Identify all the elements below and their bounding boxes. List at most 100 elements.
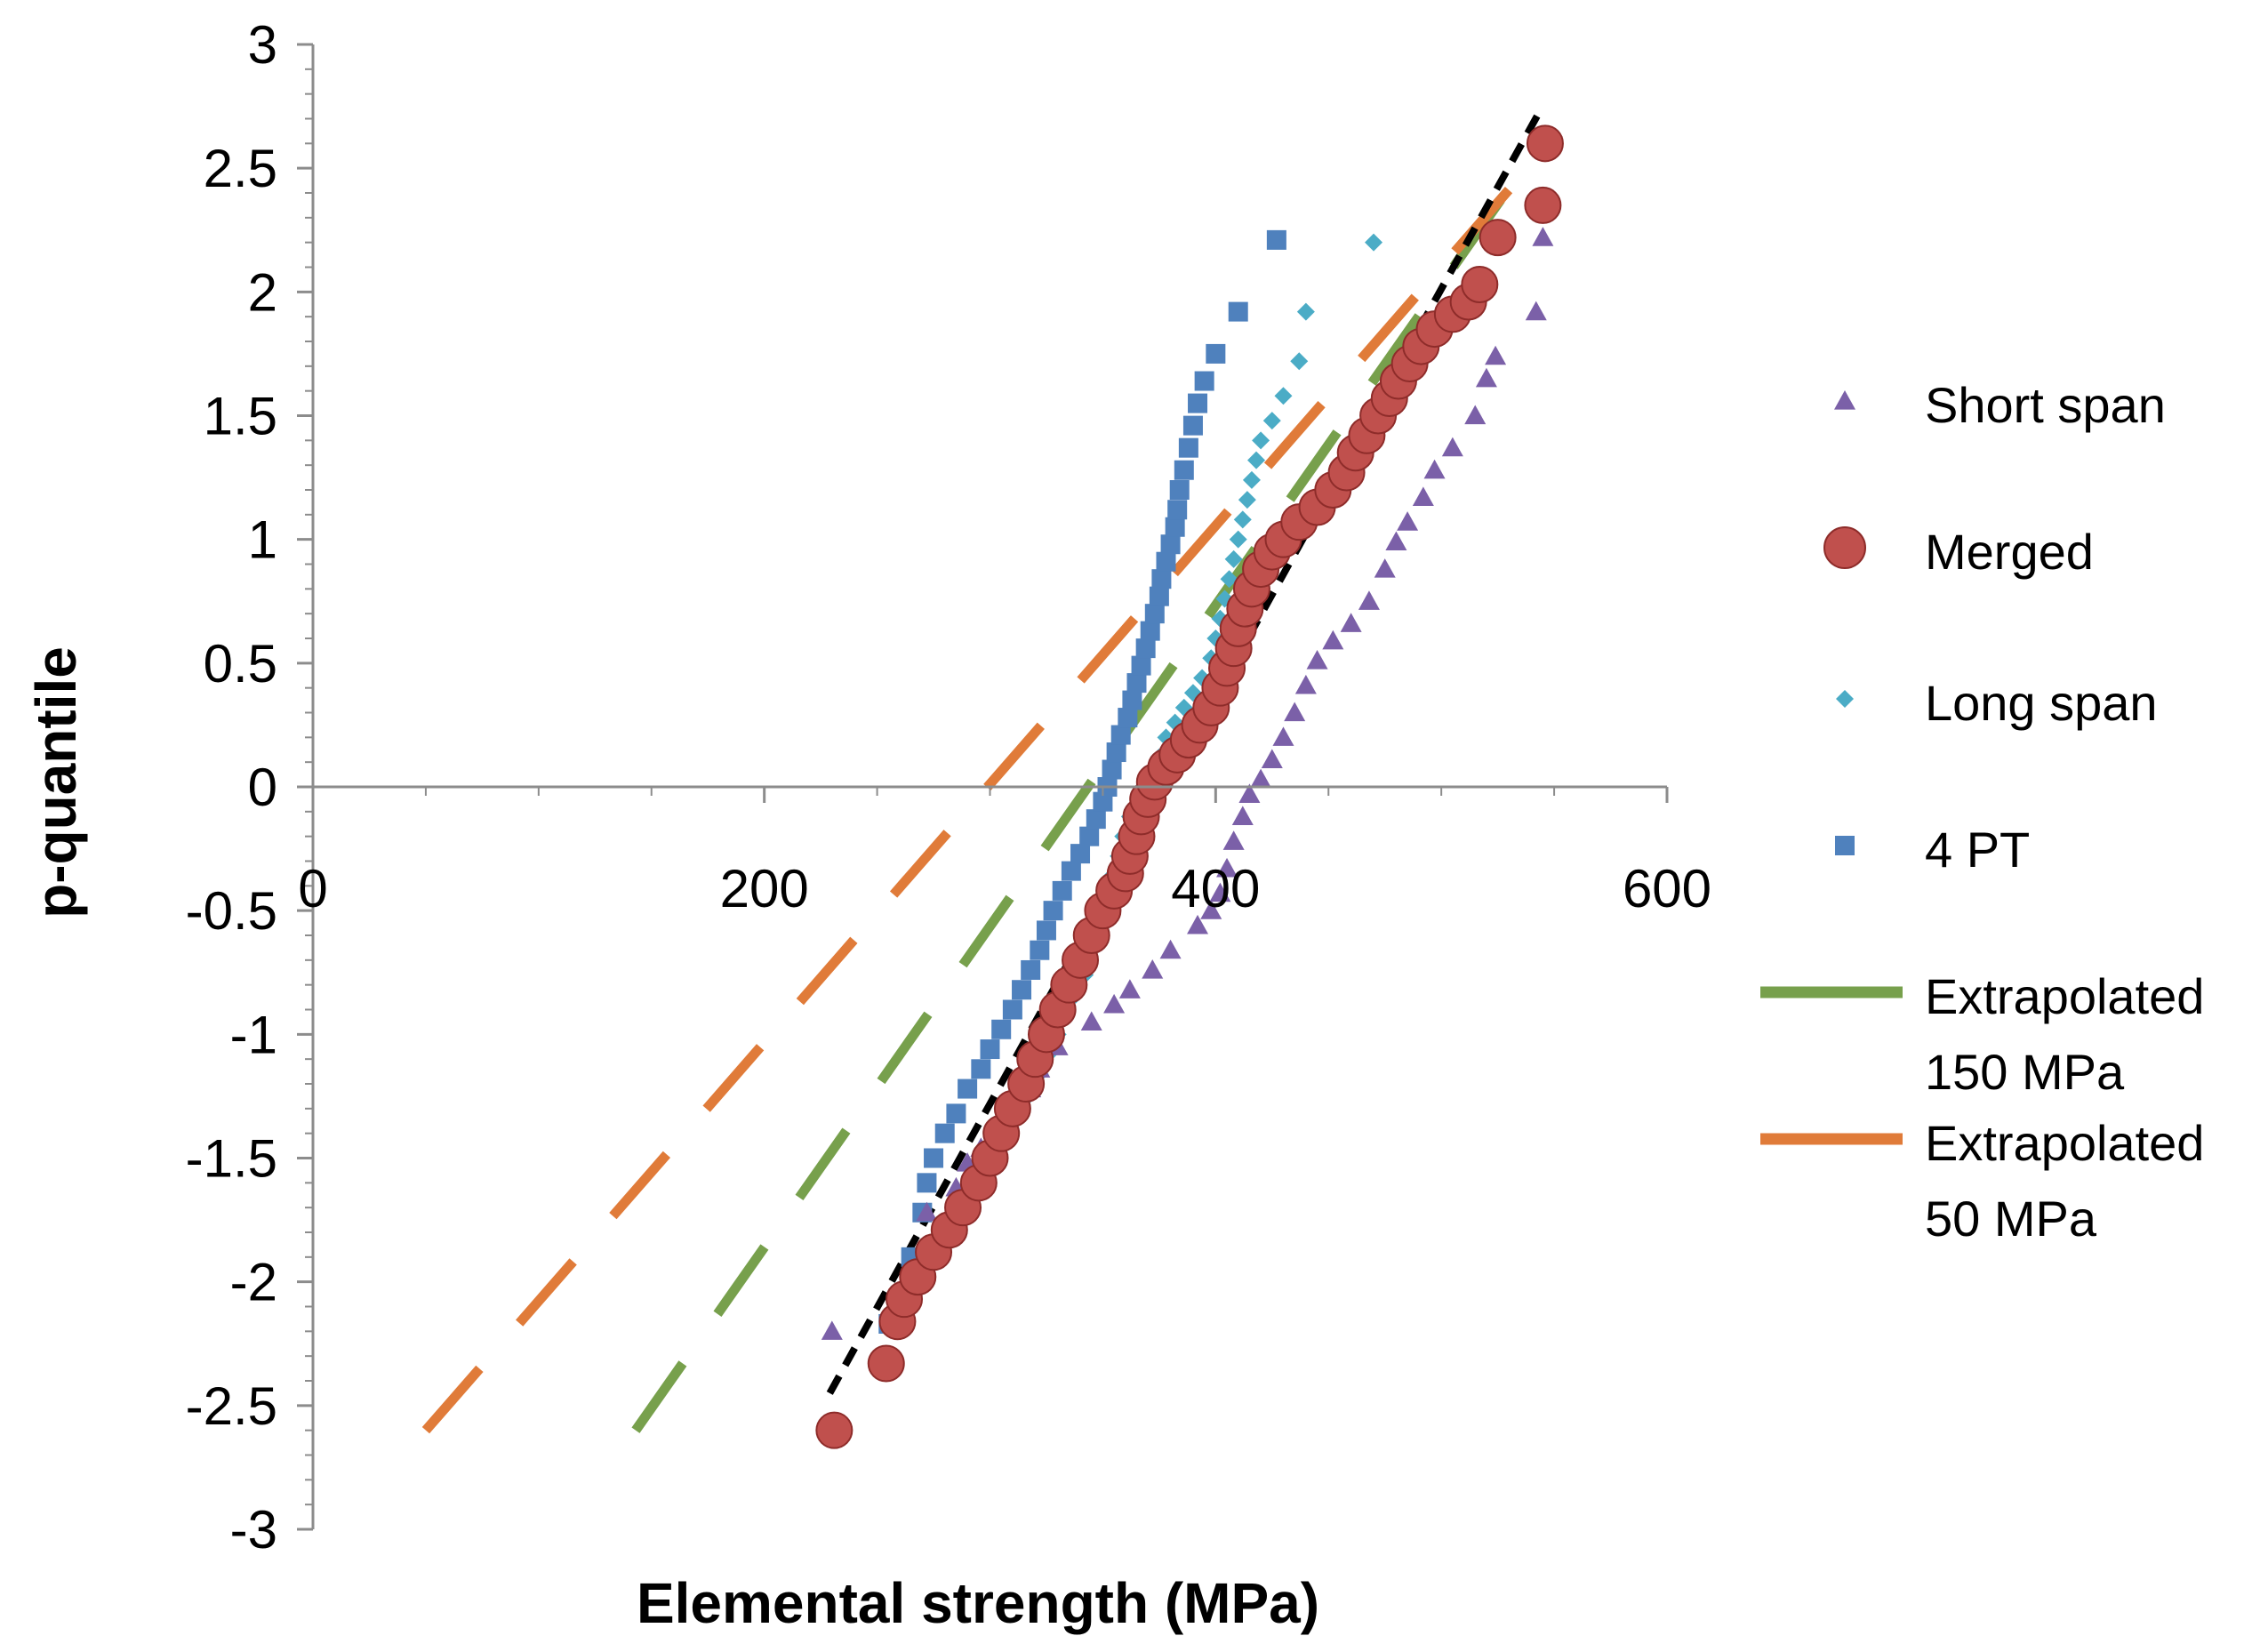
- data-point-long-span: [1252, 431, 1270, 450]
- data-point-4-pt: [917, 1173, 937, 1193]
- data-point-long-span: [1229, 530, 1247, 549]
- data-point-long-span: [1224, 549, 1243, 568]
- data-point-4-pt: [1167, 500, 1188, 520]
- data-point-long-span: [1274, 387, 1293, 405]
- data-point-merged: [1461, 265, 1499, 303]
- x-tick-label: 200: [720, 859, 809, 918]
- legend-label-short-span: Short span: [1925, 377, 2166, 433]
- y-tick-label: 2.5: [204, 139, 277, 198]
- data-point-short-span: [1200, 900, 1222, 919]
- data-point-4-pt: [1021, 959, 1041, 980]
- data-point-4-pt: [1052, 880, 1072, 901]
- data-point-4-pt: [1188, 393, 1208, 413]
- series-lines: [421, 111, 1547, 1434]
- data-point-4-pt: [1012, 980, 1032, 1000]
- data-point-short-span: [821, 1320, 843, 1340]
- y-tick-label: 0: [248, 758, 277, 817]
- data-point-4-pt: [1122, 690, 1142, 710]
- data-point-4-pt: [946, 1103, 966, 1124]
- y-tick-label: -1: [230, 1005, 277, 1064]
- data-point-short-span: [1294, 674, 1317, 694]
- legend-swatch-4-pt: [1835, 836, 1855, 855]
- data-point-long-span: [1262, 412, 1281, 430]
- legend-swatch-long-span: [1836, 690, 1854, 708]
- data-point-long-span: [1296, 302, 1315, 321]
- data-point-short-span: [1118, 979, 1141, 998]
- data-point-4-pt: [1118, 708, 1138, 728]
- data-point-long-span: [1247, 451, 1266, 469]
- data-point-short-span: [1340, 613, 1362, 632]
- data-point-short-span: [1464, 405, 1487, 425]
- data-point-4-pt: [924, 1148, 944, 1168]
- data-point-4-pt: [1131, 655, 1151, 676]
- data-point-4-pt: [1079, 826, 1100, 846]
- data-point-short-span: [1250, 768, 1272, 789]
- y-tick-label: -2: [230, 1253, 277, 1312]
- data-point-short-span: [916, 1201, 938, 1222]
- data-point-short-span: [1475, 367, 1497, 388]
- y-tick-label: 2: [248, 262, 277, 322]
- data-point-4-pt: [1144, 604, 1165, 624]
- data-point-4-pt: [1194, 371, 1214, 391]
- data-point-short-span: [1485, 345, 1507, 365]
- data-point-short-span: [1222, 830, 1245, 850]
- data-point-4-pt: [1126, 673, 1147, 694]
- x-tick-label: 600: [1623, 859, 1711, 918]
- data-point-4-pt: [1266, 229, 1286, 250]
- data-point-short-span: [1272, 726, 1294, 746]
- data-point-long-span: [1238, 491, 1256, 509]
- legend-label-4-pt: 4 PT: [1925, 822, 2030, 878]
- data-point-4-pt: [1110, 725, 1131, 745]
- data-point-4-pt: [1106, 742, 1126, 763]
- data-point-4-pt: [934, 1123, 955, 1143]
- data-point-short-span: [1080, 1011, 1102, 1031]
- data-point-4-pt: [1160, 534, 1181, 555]
- data-point-4-pt: [1070, 844, 1091, 864]
- legend-label-extrapolated-150-mpa-line2: 150 MPa: [1925, 1044, 2125, 1100]
- x-axis-title: Elemental strength (MPa): [637, 1571, 1319, 1635]
- data-point-merged: [1526, 124, 1564, 163]
- data-point-short-span: [1238, 783, 1261, 803]
- data-point-short-span: [1441, 437, 1463, 457]
- axes: -3 -2.5 -2 -1.5 -1 -0.5 0 0.5 1 1.5 2 2.5 3 0 200 400 60…: [186, 15, 1711, 1560]
- legend-label-extrapolated-150-mpa: Extrapolated: [1925, 968, 2204, 1024]
- data-point-4-pt: [1135, 638, 1156, 659]
- data-point-short-span: [1423, 459, 1446, 479]
- data-point-4-pt: [1002, 999, 1022, 1020]
- data-point-short-span: [1306, 650, 1328, 670]
- data-point-short-span: [1103, 993, 1126, 1014]
- data-point-short-span: [1322, 630, 1344, 650]
- legend-swatch-short-span: [1834, 390, 1855, 410]
- data-point-short-span: [1216, 857, 1238, 878]
- legend-label-merged: Merged: [1925, 524, 2094, 580]
- legend: Short span Merged Long span 4 PT Extrapolate…: [1760, 377, 2204, 1247]
- data-point-4-pt: [980, 1039, 1000, 1060]
- series-line-extrapolated-50-mpa: [421, 148, 1547, 1434]
- data-point-4-pt: [1140, 621, 1160, 641]
- data-point-4-pt: [1165, 517, 1185, 537]
- data-point-short-span: [1397, 511, 1419, 531]
- data-point-merged: [867, 1344, 905, 1383]
- data-point-4-pt: [1043, 901, 1063, 921]
- y-tick-label: -3: [230, 1500, 277, 1560]
- series-points: [815, 124, 1564, 1449]
- data-point-4-pt: [1228, 301, 1248, 322]
- y-axis-title: p-quantile: [24, 646, 88, 918]
- data-point-short-span: [1525, 301, 1547, 321]
- data-point-merged: [1524, 186, 1562, 224]
- data-point-short-span: [1532, 227, 1554, 246]
- y-tick-label: 1.5: [204, 387, 277, 446]
- legend-swatch-merged: [1823, 526, 1866, 569]
- data-point-4-pt: [1206, 343, 1226, 364]
- data-point-short-span: [1209, 882, 1231, 902]
- data-point-short-span: [1261, 749, 1283, 768]
- data-point-short-span: [1231, 806, 1254, 825]
- x-tick-label: 0: [298, 859, 327, 918]
- y-tick-label: -1.5: [186, 1129, 277, 1189]
- data-point-4-pt: [1061, 861, 1081, 881]
- data-point-4-pt: [1151, 569, 1172, 589]
- data-point-long-span: [1233, 510, 1252, 529]
- data-point-long-span: [1290, 352, 1309, 371]
- data-point-4-pt: [958, 1079, 978, 1099]
